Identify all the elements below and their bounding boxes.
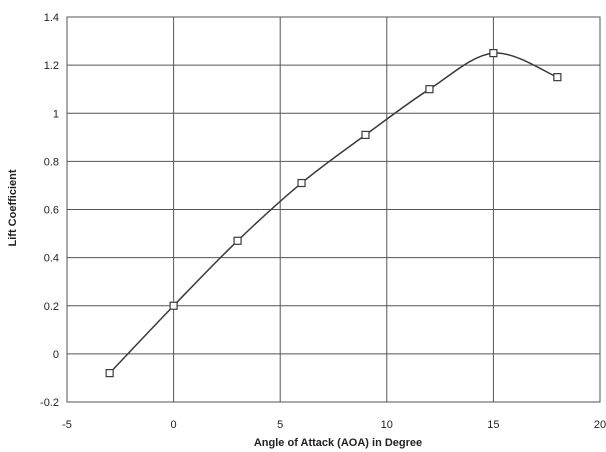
plot-frame [66, 16, 601, 403]
y-tick-label: 1 [53, 108, 59, 120]
y-tick-label: 0.2 [44, 301, 59, 313]
data-point [361, 130, 370, 140]
x-axis-title: Angle of Attack (AOA) in Degree [254, 437, 422, 449]
x-tick-label: 15 [487, 419, 499, 431]
y-tick-label: 1.2 [44, 60, 59, 72]
y-axis-title: Lift Coefficient [7, 169, 19, 246]
data-point-markers [105, 48, 562, 378]
data-point [297, 178, 306, 188]
y-tick-labels: -0.2 0 0.2 0.4 0.6 0.8 1 1.2 1.4 [40, 12, 59, 409]
y-tick-label: 0 [53, 349, 59, 361]
data-point [425, 85, 434, 94]
x-tick-label: -5 [62, 419, 72, 431]
data-point [233, 236, 242, 245]
plot-axes [66, 16, 601, 403]
y-tick-label: 0.6 [44, 205, 59, 217]
x-tick-label: 10 [381, 419, 393, 431]
x-tick-labels: -5 0 5 10 15 20 [62, 419, 606, 431]
y-tick-label: 0.4 [44, 253, 59, 265]
grid-lines [66, 16, 601, 403]
data-point [169, 301, 178, 310]
data-point [489, 48, 498, 58]
y-tick-label: 0.8 [44, 156, 59, 168]
y-tick-label: -0.2 [40, 397, 59, 409]
data-point [553, 73, 562, 82]
x-tick-label: 0 [171, 419, 177, 431]
y-tick-label: 1.4 [44, 12, 59, 24]
x-tick-label: 5 [277, 419, 283, 431]
lift-series [109, 52, 558, 374]
data-point [105, 369, 114, 378]
x-tick-label: 20 [594, 419, 606, 431]
series-line [109, 52, 558, 374]
